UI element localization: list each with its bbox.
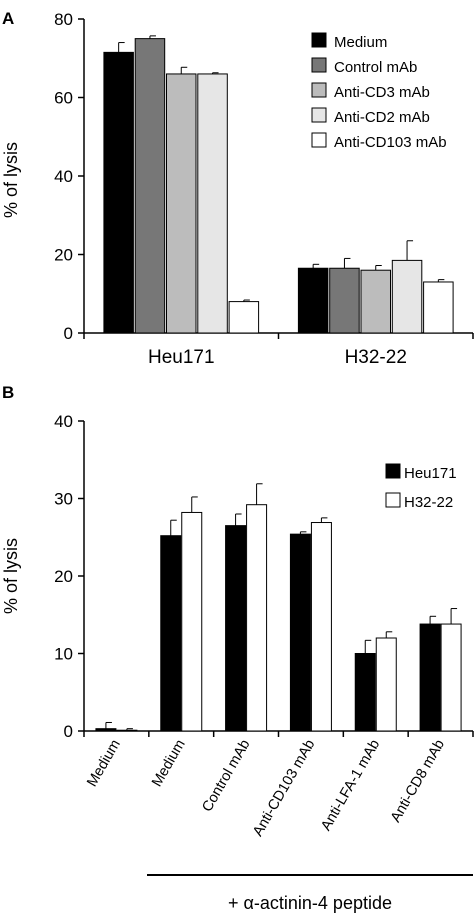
x-category-label-medium: Medium [149, 737, 189, 790]
panel-b-y-tick-label: 10 [54, 645, 73, 664]
legend-swatch-anti-cd3-mab [311, 82, 327, 98]
panel-b-y-axis-label: % of lysis [1, 538, 21, 614]
bar-heu171-anti-cd8-mab [419, 623, 441, 732]
bar-heu171-medium [160, 535, 182, 732]
panel-a-label: A [2, 9, 14, 28]
legend-swatch-anti-cd2-mab [311, 107, 327, 123]
bar-anti-cd3-mab-h32-22 [360, 269, 391, 334]
bar-h32-22-anti-lfa-1-mab [375, 637, 397, 732]
bar-heu171-control-mab [225, 525, 247, 732]
bar-anti-cd2-mab-heu171 [197, 73, 228, 334]
legend-label-anti-cd103-mab: Anti-CD103 mAb [334, 134, 447, 151]
panel-a-y-axis-label: % of lysis [1, 142, 21, 218]
panel-a-y-tick-label: 80 [54, 10, 73, 29]
legend-swatch-anti-cd103-mab [311, 132, 327, 148]
bar-heu171-anti-cd103-mab [289, 533, 311, 732]
bar-heu171-medium [95, 728, 117, 732]
panel-b-y-tick-label: 0 [64, 722, 73, 741]
legend-swatch-medium [311, 32, 327, 48]
bar-anti-cd3-mab-heu171 [166, 73, 197, 334]
bar-h32-22-anti-cd8-mab [440, 623, 462, 732]
panel-a-legend: Medium Control mAb Anti-CD3 mAb Anti-CD2 mA… [311, 32, 447, 151]
peptide-group-label: + α-actinin-4 peptide [228, 893, 392, 913]
bar-anti-cd103-mab-heu171 [228, 301, 260, 334]
x-category-label-anti-cd103-mab: Anti-CD103 mAb [250, 737, 318, 839]
panel-a: A % of lysis 0 20 40 60 80 Heu171 H32-22 Mediu… [1, 9, 474, 368]
x-category-label-anti-lfa-1-mab: Anti-LFA-1 mAb [318, 737, 383, 834]
bar-control-mab-h32-22 [329, 267, 360, 334]
bar-h32-22-medium [181, 511, 203, 732]
panel-b-y-tick-label: 40 [54, 412, 73, 431]
bar-control-mab-heu171 [134, 38, 166, 334]
category-label-heu171: Heu171 [148, 347, 215, 368]
x-category-label-control-mab: Control mAb [199, 737, 253, 815]
legend-label-medium: Medium [334, 34, 387, 51]
panel-b-label: B [2, 383, 14, 402]
legend-label-heu171: Heu171 [404, 465, 457, 482]
bar-heu171-anti-lfa-1-mab [354, 653, 376, 732]
bar-anti-cd2-mab-h32-22 [391, 259, 423, 334]
legend-label-anti-cd3-mab: Anti-CD3 mAb [334, 84, 430, 101]
panel-b-y-tick-label: 20 [54, 567, 73, 586]
x-category-label-medium: Medium [84, 737, 124, 790]
panel-b-legend: Heu171 H32-22 [385, 463, 457, 511]
legend-swatch-h32-22 [385, 492, 401, 508]
panel-a-plot-area: 0 20 40 60 80 Heu171 H32-22 [54, 10, 474, 368]
panel-b-y-tick-label: 30 [54, 490, 73, 509]
x-category-label-anti-cd8-mab: Anti-CD8 mAb [388, 737, 448, 825]
panel-a-y-tick-label: 0 [64, 324, 73, 343]
category-label-h32-22: H32-22 [345, 347, 407, 368]
legend-label-h32-22: H32-22 [404, 494, 453, 511]
bar-h32-22-medium [116, 729, 138, 732]
panel-a-y-tick-label: 20 [54, 246, 73, 265]
bar-h32-22-control-mab [246, 504, 268, 732]
bar-h32-22-anti-cd103-mab [310, 522, 332, 732]
panel-a-y-tick-label: 60 [54, 89, 73, 108]
legend-label-anti-cd2-mab: Anti-CD2 mAb [334, 109, 430, 126]
panel-a-y-tick-label: 40 [54, 167, 73, 186]
bar-medium-h32-22 [297, 267, 329, 334]
legend-swatch-control-mab [311, 57, 327, 73]
legend-swatch-heu171 [385, 463, 401, 479]
legend-label-control-mab: Control mAb [334, 59, 417, 76]
bar-anti-cd103-mab-h32-22 [423, 281, 454, 334]
bar-medium-heu171 [103, 51, 134, 334]
